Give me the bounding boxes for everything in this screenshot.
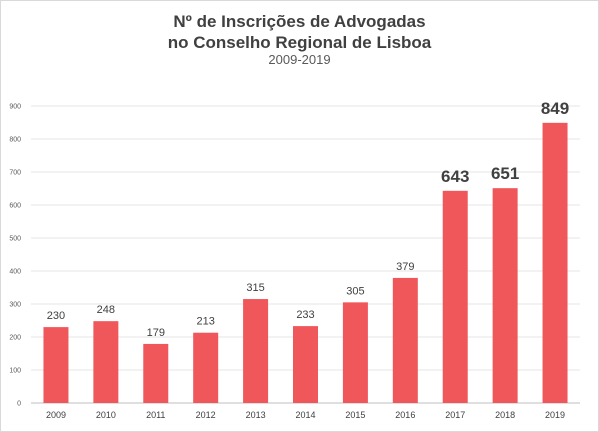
chart-title-line-1: Nº de Inscrições de Advogadas xyxy=(173,12,426,31)
bar xyxy=(93,321,119,403)
x-tick-label: 2012 xyxy=(196,410,216,420)
bar xyxy=(143,343,169,403)
data-label: 213 xyxy=(197,316,215,328)
y-tick-label: 400 xyxy=(9,269,21,276)
bar xyxy=(392,277,418,403)
y-tick-label: 600 xyxy=(9,203,21,210)
bar xyxy=(293,326,318,403)
data-label: 179 xyxy=(147,327,165,339)
bar xyxy=(542,122,568,403)
data-label: 230 xyxy=(47,310,65,322)
chart-title: Nº de Inscrições de Advogadas no Conselh… xyxy=(0,11,599,53)
data-label: 643 xyxy=(441,167,469,186)
chart-subtitle: 2009-2019 xyxy=(268,52,331,67)
x-tick-label: 2019 xyxy=(545,410,565,420)
x-tick-label: 2017 xyxy=(445,410,465,420)
y-tick-label: 500 xyxy=(9,236,21,243)
y-tick-label: 0 xyxy=(17,401,21,408)
data-label: 233 xyxy=(296,309,314,321)
x-tick-label: 2010 xyxy=(96,410,116,420)
x-tick-label: 2015 xyxy=(345,410,365,420)
x-tick-label: 2018 xyxy=(495,410,515,420)
bar xyxy=(193,332,219,403)
y-tick-label: 800 xyxy=(9,137,21,144)
x-tick-label: 2011 xyxy=(146,410,165,420)
bar xyxy=(243,299,269,403)
bar xyxy=(43,327,69,403)
y-tick-label: 100 xyxy=(9,368,21,375)
x-tick-label: 2016 xyxy=(395,410,415,420)
bar xyxy=(442,190,468,403)
data-label: 651 xyxy=(491,164,519,183)
x-tick-label: 2013 xyxy=(246,410,266,420)
data-label: 305 xyxy=(346,285,364,297)
data-label: 849 xyxy=(541,99,569,118)
data-label: 379 xyxy=(396,261,414,273)
data-label: 248 xyxy=(97,304,115,316)
data-label: 315 xyxy=(246,282,264,294)
y-tick-label: 200 xyxy=(9,335,21,342)
chart-title-line-2: no Conselho Regional de Lisboa xyxy=(167,33,432,52)
bar xyxy=(492,188,518,403)
bar xyxy=(342,302,368,403)
y-tick-label: 300 xyxy=(9,302,21,309)
y-tick-label: 700 xyxy=(9,170,21,177)
x-tick-label: 2014 xyxy=(295,410,315,420)
y-tick-label: 900 xyxy=(9,104,21,111)
x-tick-label: 2009 xyxy=(46,410,66,420)
